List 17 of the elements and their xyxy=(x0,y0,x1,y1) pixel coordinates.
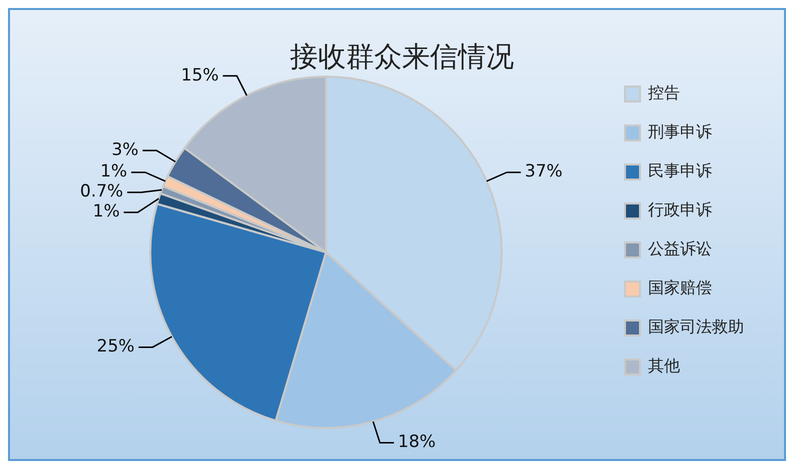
data-label: 15% xyxy=(181,65,219,86)
legend-label: 其他 xyxy=(648,356,680,376)
legend-label: 刑事申诉 xyxy=(648,122,712,142)
data-label: 25% xyxy=(96,336,135,357)
legend-label: 控告 xyxy=(648,83,680,102)
legend-label: 国家赔偿 xyxy=(648,278,712,298)
chart-title: 接收群众来信情况 xyxy=(290,40,514,74)
legend-label: 公益诉讼 xyxy=(648,239,712,258)
data-label: 18% xyxy=(398,432,436,452)
legend-label: 民事申诉 xyxy=(648,161,712,180)
data-label: 1% xyxy=(92,202,120,222)
legend-label: 国家司法救助 xyxy=(648,317,744,336)
data-label: 0.7% xyxy=(80,182,124,202)
data-label: 3% xyxy=(112,140,139,160)
data-label: 37% xyxy=(524,162,563,182)
legend-label: 行政申诉 xyxy=(648,200,712,220)
data-label: 1% xyxy=(100,162,128,182)
